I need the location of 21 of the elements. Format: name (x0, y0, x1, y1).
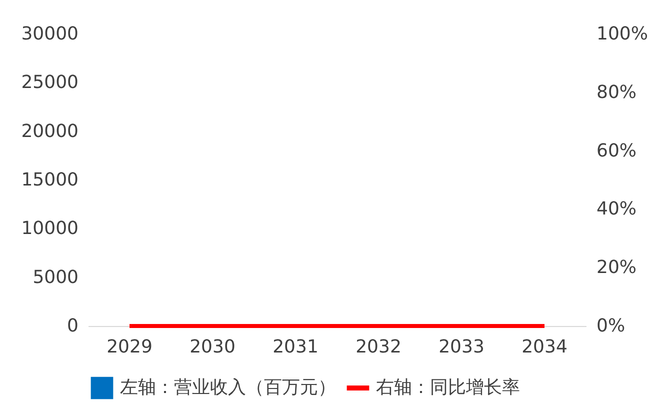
y2-tick-label: 60% (596, 140, 637, 162)
y-tick-label: 15000 (21, 170, 78, 190)
y2-tick-label: 80% (596, 82, 637, 103)
y-tick-label: 0 (67, 316, 78, 336)
legend-label: 右轴：同比增长率 (376, 377, 520, 398)
x-tick-label: 2033 (438, 336, 484, 358)
x-tick-label: 2030 (190, 336, 236, 358)
x-tick-label: 2031 (272, 336, 318, 358)
x-tick-label: 2032 (356, 336, 402, 358)
y2-tick-label: 100% (596, 24, 648, 44)
y-tick-label: 25000 (21, 72, 78, 94)
legend-label: 左轴：营业收入（百万元） (120, 377, 336, 398)
x-tick-label: 2034 (522, 336, 568, 358)
y2-tick-label: 20% (596, 257, 637, 278)
y-tick-label: 10000 (21, 218, 78, 240)
y-tick-label: 20000 (21, 120, 78, 142)
y-tick-label: 30000 (21, 24, 78, 44)
y2-tick-label: 0% (596, 316, 626, 336)
y2-tick-label: 40% (596, 198, 637, 220)
y-tick-label: 5000 (32, 266, 78, 288)
x-tick-label: 2029 (106, 336, 152, 358)
